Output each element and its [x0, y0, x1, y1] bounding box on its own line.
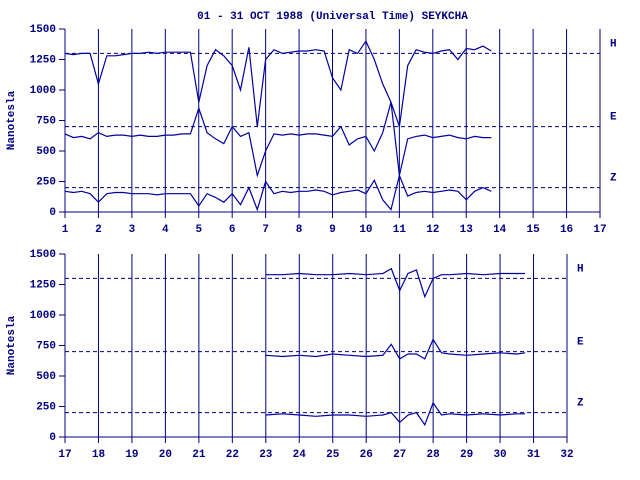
y-tick-label: 1250: [30, 54, 56, 66]
y-axis-label: Nanotesla: [6, 315, 18, 375]
y-tick-label: 0: [49, 432, 56, 444]
x-tick-label: 19: [125, 449, 138, 461]
x-tick-label: 9: [329, 224, 336, 236]
trace: [265, 401, 526, 427]
x-tick-label: 1: [62, 224, 69, 236]
x-tick-label: 6: [229, 224, 236, 236]
trace: [64, 39, 492, 127]
series-label: H: [610, 38, 617, 50]
y-tick-label: 750: [36, 115, 56, 127]
chart-title: 01 - 31 OCT 1988 (Universal Time) SEYKCH…: [197, 11, 468, 23]
x-tick-label: 11: [393, 224, 407, 236]
x-tick-label: 20: [159, 449, 172, 461]
y-tick-label: 1250: [30, 279, 56, 291]
y-tick-label: 1500: [30, 24, 56, 36]
series-label: E: [577, 337, 584, 349]
y-tick-label: 1500: [30, 249, 56, 261]
x-tick-label: 21: [192, 449, 206, 461]
trace: [265, 267, 526, 299]
y-tick-label: 0: [49, 207, 56, 219]
x-tick-label: 4: [162, 224, 169, 236]
x-tick-label: 28: [427, 449, 441, 461]
x-tick-label: 27: [393, 449, 406, 461]
y-tick-label: 1000: [30, 85, 56, 97]
series-label: E: [610, 112, 617, 124]
x-tick-label: 5: [195, 224, 202, 236]
x-tick-label: 8: [296, 224, 303, 236]
x-tick-label: 7: [262, 224, 269, 236]
x-tick-label: 12: [426, 224, 439, 236]
x-tick-label: 26: [360, 449, 373, 461]
y-tick-label: 500: [36, 371, 56, 383]
x-tick-label: 32: [560, 449, 573, 461]
x-tick-label: 24: [293, 449, 307, 461]
x-tick-label: 30: [493, 449, 506, 461]
x-tick-label: 18: [92, 449, 106, 461]
x-tick-label: 16: [560, 224, 573, 236]
trace: [265, 338, 526, 360]
series-label: Z: [610, 173, 617, 185]
x-tick-label: 23: [259, 449, 273, 461]
x-tick-label: 29: [460, 449, 473, 461]
y-axis-label: Nanotesla: [6, 90, 18, 150]
x-tick-label: 17: [593, 224, 606, 236]
x-tick-label: 2: [95, 224, 102, 236]
trace: [64, 102, 492, 178]
y-tick-label: 500: [36, 146, 56, 158]
x-tick-label: 25: [326, 449, 340, 461]
x-tick-label: 13: [460, 224, 474, 236]
x-tick-label: 15: [527, 224, 541, 236]
x-tick-label: 10: [359, 224, 372, 236]
x-tick-label: 14: [493, 224, 507, 236]
x-tick-label: 3: [129, 224, 136, 236]
y-tick-label: 250: [36, 176, 56, 188]
y-tick-label: 1000: [30, 310, 56, 322]
x-tick-label: 22: [226, 449, 239, 461]
y-tick-label: 750: [36, 340, 56, 352]
x-tick-label: 17: [58, 449, 71, 461]
trace: [64, 173, 492, 212]
series-label: Z: [577, 398, 584, 410]
x-tick-label: 31: [527, 449, 541, 461]
y-tick-label: 250: [36, 401, 56, 413]
series-label: H: [577, 263, 584, 275]
